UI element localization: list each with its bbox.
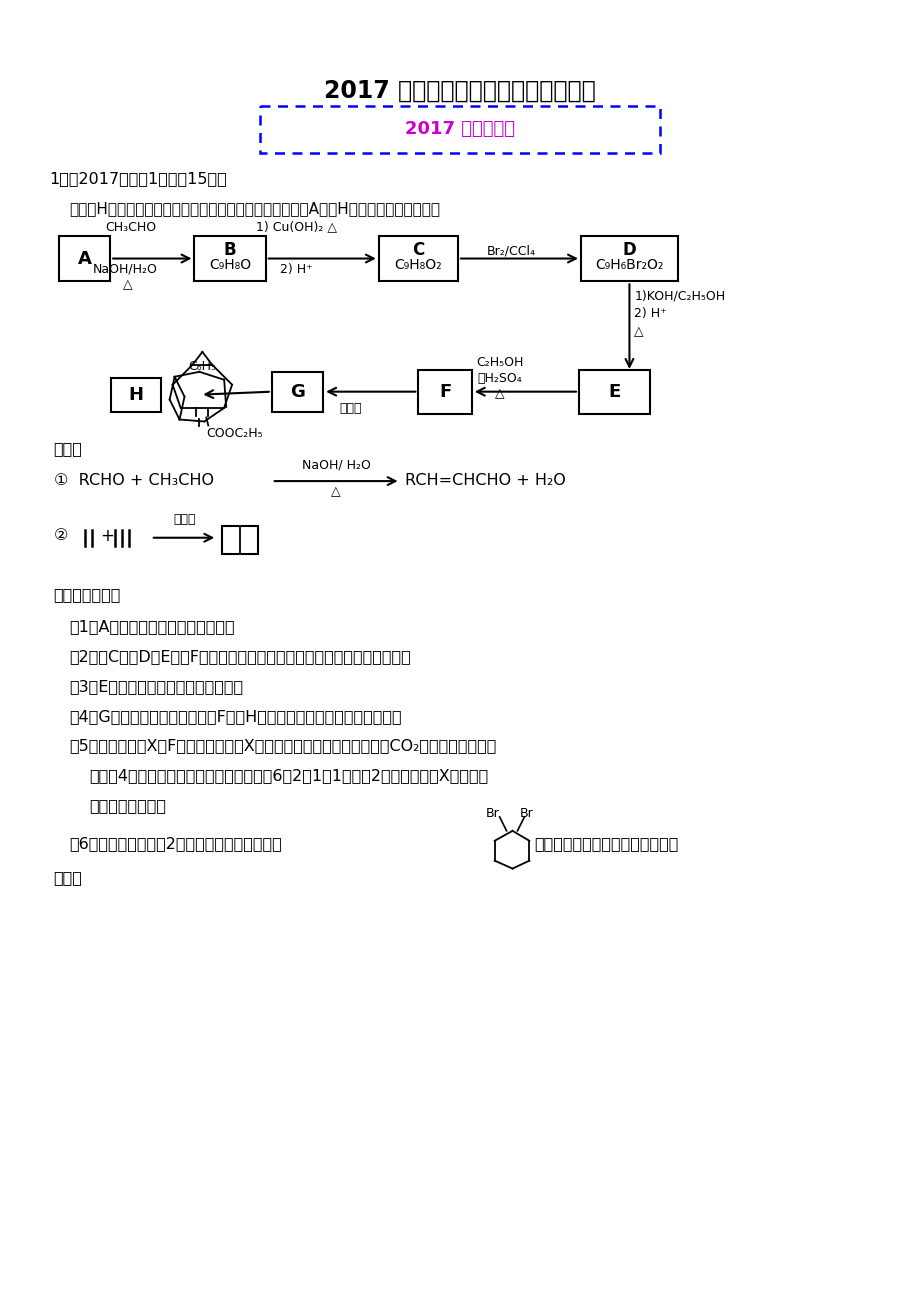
- Bar: [271, 372, 323, 411]
- Text: NaOH/H₂O: NaOH/H₂O: [93, 263, 157, 276]
- Text: 已知：: 已知：: [53, 441, 83, 456]
- Bar: [259, 105, 660, 154]
- Text: +: +: [100, 527, 114, 544]
- Text: Br: Br: [485, 807, 499, 820]
- Text: COOC₂H₅: COOC₂H₅: [206, 427, 263, 440]
- Text: （6）写出用环戊烷和2－丁炔为原料制备化合物: （6）写出用环戊烷和2－丁炔为原料制备化合物: [70, 836, 282, 850]
- Bar: [194, 236, 266, 281]
- Text: （3）E的结构简式为＿＿＿＿＿＿＿。: （3）E的结构简式为＿＿＿＿＿＿＿。: [70, 678, 244, 694]
- Text: D: D: [622, 241, 636, 259]
- Text: △: △: [634, 326, 643, 339]
- Text: C₂H₅OH: C₂H₅OH: [475, 355, 523, 368]
- Text: C: C: [412, 241, 424, 259]
- Bar: [379, 236, 458, 281]
- Text: 回答下列问题：: 回答下列问题：: [53, 587, 121, 603]
- Text: △: △: [494, 388, 504, 401]
- Text: A: A: [77, 250, 91, 267]
- Text: 2017 年高考有机化学合成与推断解析: 2017 年高考有机化学合成与推断解析: [323, 78, 596, 103]
- Text: E: E: [607, 383, 620, 401]
- Bar: [578, 370, 650, 414]
- Text: 2017 年高考试题: 2017 年高考试题: [404, 120, 515, 138]
- Text: 1)KOH/C₂H₅OH: 1)KOH/C₂H₅OH: [634, 289, 725, 302]
- Text: 2) H⁺: 2) H⁺: [634, 307, 666, 320]
- Text: （4）G为甲苯的同分异构体，由F生成H的化学方程式为＿＿＿＿＿＿＿。: （4）G为甲苯的同分异构体，由F生成H的化学方程式为＿＿＿＿＿＿＿。: [70, 708, 402, 724]
- Text: H: H: [129, 385, 143, 404]
- Bar: [221, 526, 257, 553]
- Text: RCH=CHCHO + H₂O: RCH=CHCHO + H₂O: [405, 473, 565, 488]
- Text: 2) H⁺: 2) H⁺: [279, 263, 312, 276]
- Bar: [580, 236, 677, 281]
- Text: ②: ②: [53, 527, 68, 543]
- Text: 式＿＿＿＿＿＿。: 式＿＿＿＿＿＿。: [89, 798, 166, 812]
- Text: （1）A的化学名称是＿＿＿＿＿＿。: （1）A的化学名称是＿＿＿＿＿＿。: [70, 620, 235, 634]
- Text: ①  RCHO + CH₃CHO: ① RCHO + CH₃CHO: [53, 473, 213, 488]
- Text: 浓H₂SO₄: 浓H₂SO₄: [477, 372, 521, 385]
- Text: B: B: [223, 241, 236, 259]
- Text: G: G: [289, 383, 304, 401]
- Text: 化合物H是一种有机光电材料中间体。实验室由芳香化合物A制备H的一种合成路线如下：: 化合物H是一种有机光电材料中间体。实验室由芳香化合物A制备H的一种合成路线如下：: [70, 201, 440, 216]
- Text: CH₃CHO: CH₃CHO: [106, 220, 156, 233]
- Text: Br: Br: [519, 807, 533, 820]
- Text: （5）芳香化合物X是F的同分异构体，X能与饱和碳酸氢钠溶液反应放出CO₂，其核磁共振氢谱: （5）芳香化合物X是F的同分异构体，X能与饱和碳酸氢钠溶液反应放出CO₂，其核磁…: [70, 738, 496, 754]
- Text: 显示有4种不同化学环境的氢，峰面积比为6：2：1：1，写出2种符合要求的X的结构简: 显示有4种不同化学环境的氢，峰面积比为6：2：1：1，写出2种符合要求的X的结构…: [89, 768, 488, 784]
- Text: Br₂/CCl₄: Br₂/CCl₄: [486, 243, 536, 256]
- Text: △: △: [123, 279, 132, 292]
- Bar: [59, 236, 110, 281]
- Bar: [111, 378, 161, 411]
- Text: （2）由C生成D和E生成F的反应类型分别是＿＿＿＿＿＿、＿＿＿＿＿＿。: （2）由C生成D和E生成F的反应类型分别是＿＿＿＿＿＿、＿＿＿＿＿＿。: [70, 648, 411, 664]
- Text: NaOH/ H₂O: NaOH/ H₂O: [301, 458, 370, 471]
- Text: C₉H₆Br₂O₂: C₉H₆Br₂O₂: [595, 258, 663, 272]
- Text: △: △: [331, 486, 341, 499]
- Text: 催化剂: 催化剂: [173, 513, 196, 526]
- Text: F: F: [438, 383, 451, 401]
- Text: 1．【2017新课标1卷】（15分）: 1．【2017新课标1卷】（15分）: [50, 171, 227, 186]
- Text: 的合成路线＿＿＿＿（其他试剂任: 的合成路线＿＿＿＿（其他试剂任: [534, 836, 678, 850]
- Text: 催化剂: 催化剂: [339, 401, 362, 414]
- Text: 1) Cu(OH)₂ △: 1) Cu(OH)₂ △: [255, 220, 336, 233]
- Text: C₆H₅: C₆H₅: [188, 359, 216, 372]
- Bar: [418, 370, 471, 414]
- Text: C₉H₈O₂: C₉H₈O₂: [394, 258, 442, 272]
- Text: 选）。: 选）。: [53, 871, 83, 885]
- Text: C₉H₈O: C₉H₈O: [209, 258, 251, 272]
